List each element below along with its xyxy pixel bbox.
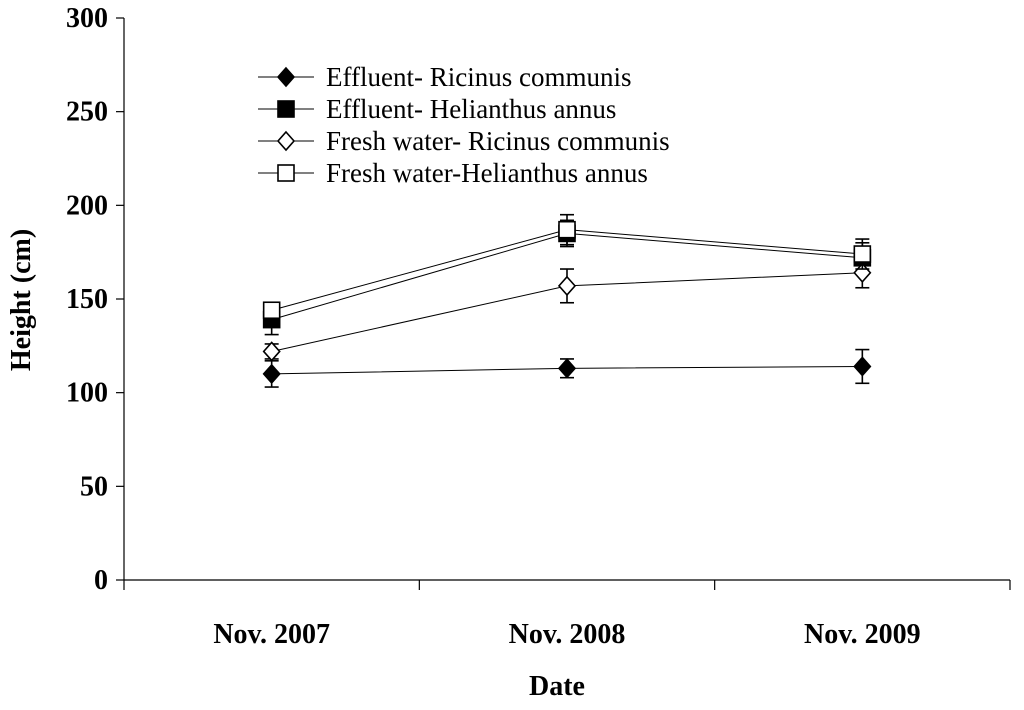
data-point — [853, 245, 872, 263]
series-3 — [262, 256, 872, 362]
x-tick-label: Nov. 2007 — [213, 619, 330, 650]
legend-marker — [276, 66, 296, 88]
y-tick-label: 250 — [66, 97, 108, 128]
legend-marker — [277, 164, 295, 182]
legend-marker — [276, 130, 296, 152]
data-point — [262, 341, 281, 362]
legend-item-2: Effluent- Helianthus annus — [258, 94, 616, 124]
legend-item-4: Fresh water-Helianthus annus — [258, 158, 648, 188]
y-tick-label: 200 — [66, 190, 108, 221]
y-tick-label: 0 — [94, 565, 108, 596]
legend-marker — [277, 100, 295, 118]
x-axis: Nov. 2007 Nov. 2008 Nov. 2009 — [123, 579, 1011, 650]
series-1 — [262, 348, 872, 388]
legend-label: Fresh water- Ricinus communis — [326, 126, 670, 156]
legend-item-3: Fresh water- Ricinus communis — [258, 126, 670, 156]
data-point — [853, 356, 872, 377]
x-axis-title: Date — [529, 671, 585, 702]
x-tick-label: Nov. 2008 — [509, 619, 626, 650]
y-tick-label: 100 — [66, 378, 108, 409]
y-tick-label: 300 — [66, 3, 108, 34]
data-point — [557, 358, 577, 379]
data-point — [262, 301, 281, 320]
y-axis-title: Height (cm) — [6, 229, 37, 371]
y-axis: 0 50 100 150 200 250 300 — [66, 3, 125, 596]
legend-label: Fresh water-Helianthus annus — [326, 158, 648, 188]
y-tick-label: 50 — [80, 471, 108, 502]
legend-label: Effluent- Helianthus annus — [326, 94, 616, 124]
series-layer — [262, 213, 872, 388]
data-point — [558, 220, 576, 239]
y-tick-label: 150 — [66, 284, 108, 315]
series-4 — [262, 213, 872, 320]
data-point — [262, 363, 281, 385]
data-point — [557, 275, 577, 297]
legend-item-1: Effluent- Ricinus communis — [258, 62, 631, 92]
legend-label: Effluent- Ricinus communis — [326, 62, 631, 92]
x-tick-label: Nov. 2009 — [804, 619, 921, 650]
